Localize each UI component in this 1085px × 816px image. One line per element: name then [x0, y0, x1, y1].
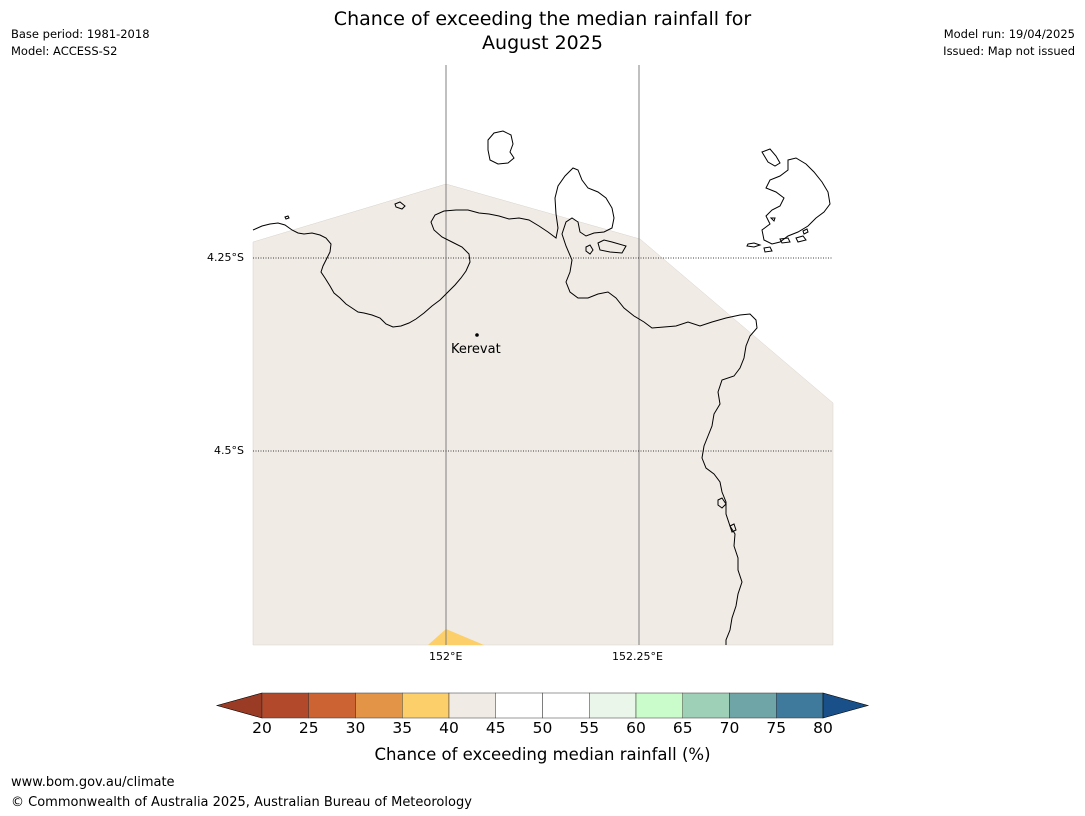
colorbar-tick-label: 60 [626, 719, 646, 737]
colorbar-tick-label: 65 [672, 719, 693, 737]
colorbar-tick-label: 50 [532, 719, 553, 737]
map-title-line-2: August 2025 [482, 32, 603, 54]
colorbar-tick-label: 40 [439, 719, 459, 737]
lon-label-152: 152°E [429, 650, 463, 663]
colorbar-bin [776, 692, 824, 719]
colorbar-bin [448, 692, 496, 719]
colorbar-bin [402, 692, 450, 719]
colorbar-tick-label: 75 [766, 719, 787, 737]
colorbar-bin [261, 692, 309, 719]
base-period-text: Base period: 1981-2018 [11, 27, 150, 41]
kerevat-marker [475, 333, 479, 337]
colorbar-tick-label: 80 [813, 719, 833, 737]
colorbar-bin [729, 692, 777, 719]
colorbar-over-arrow [822, 692, 870, 719]
map-title-line-1: Chance of exceeding the median rainfall … [333, 8, 752, 30]
lat-label-4-5: 4.5°S [214, 444, 244, 457]
lon-label-152-25: 152.25°E [612, 650, 663, 663]
footer-url: www.bom.gov.au/climate [11, 775, 175, 790]
colorbar-bin [355, 692, 403, 719]
colorbar-title: Chance of exceeding median rainfall (%) [374, 745, 711, 764]
colorbar-bin [635, 692, 683, 719]
rainfall-map [252, 65, 834, 646]
coastline [252, 130, 831, 645]
land-region-40-45 [252, 183, 834, 646]
colorbar-bin [495, 692, 543, 719]
colorbar-tick-label: 30 [345, 719, 366, 737]
lat-label-4-25: 4.25°S [207, 251, 244, 264]
model-run-text: Model run: 19/04/2025 [943, 27, 1075, 41]
colorbar-bin [682, 692, 730, 719]
colorbar-tick-label: 45 [485, 719, 506, 737]
colorbar-under-arrow [215, 692, 263, 719]
issued-text: Issued: Map not issued [943, 44, 1075, 58]
colorbar-bin [308, 692, 356, 719]
region-35-40 [428, 629, 484, 645]
colorbar-tick-label: 55 [579, 719, 600, 737]
colorbar-bin [542, 692, 590, 719]
colorbar-bin [589, 692, 637, 719]
colorbar [215, 692, 870, 719]
model-text: Model: ACCESS-S2 [11, 44, 118, 58]
footer-copyright: © Commonwealth of Australia 2025, Austra… [11, 795, 472, 810]
place-label-kerevat: Kerevat [451, 342, 501, 357]
colorbar-tick-label: 35 [392, 719, 413, 737]
colorbar-tick-label: 20 [252, 719, 272, 737]
colorbar-tick-label: 25 [298, 719, 319, 737]
colorbar-tick-label: 70 [719, 719, 740, 737]
